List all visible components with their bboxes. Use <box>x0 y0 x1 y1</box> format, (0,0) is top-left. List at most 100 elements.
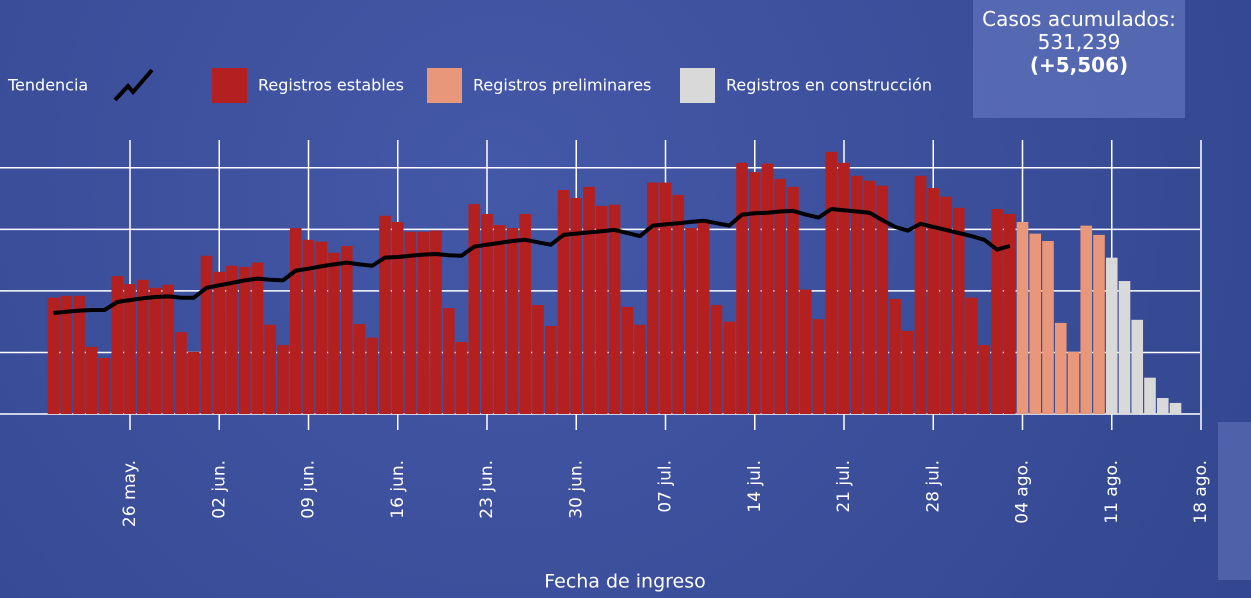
bar <box>876 185 889 414</box>
x-axis-label: Fecha de ingreso <box>544 571 706 593</box>
bar <box>468 204 481 414</box>
bar <box>748 172 761 414</box>
bar <box>940 196 952 414</box>
bar <box>519 213 532 414</box>
bar <box>302 239 315 414</box>
bar <box>200 255 213 414</box>
bar <box>978 345 991 414</box>
bar <box>838 162 850 414</box>
bar <box>697 222 710 414</box>
bar <box>251 262 264 414</box>
bar <box>442 308 455 414</box>
bar <box>672 194 685 414</box>
x-tick-label: 23 jun. <box>477 460 497 519</box>
bar <box>991 209 1003 414</box>
summary-change: (+5,506) <box>1029 53 1129 77</box>
bar <box>417 231 430 414</box>
bar <box>1118 281 1131 414</box>
bar <box>965 297 978 414</box>
x-tick-label: 09 jun. <box>299 460 319 519</box>
bar <box>544 325 557 414</box>
summary-box: Casos acumulados: 531,239 (+5,506) <box>973 0 1185 118</box>
bar <box>1042 241 1054 414</box>
bar <box>175 332 187 414</box>
summary-total: 531,239 <box>1037 30 1121 54</box>
bar <box>914 175 927 414</box>
bar <box>136 279 149 414</box>
bar <box>493 225 506 414</box>
bar <box>1054 322 1067 414</box>
bar <box>685 228 697 414</box>
bar <box>98 357 111 414</box>
bar <box>340 245 353 414</box>
x-tick-label: 14 jul. <box>745 460 765 513</box>
bar <box>634 324 646 414</box>
legend-label: Tendencia <box>7 76 88 95</box>
bar <box>366 337 379 414</box>
bar <box>481 213 493 414</box>
legend-swatch <box>212 68 247 103</box>
bar <box>774 178 787 414</box>
bar <box>761 163 774 414</box>
bar <box>952 207 965 414</box>
legend-line-icon <box>113 68 154 102</box>
bar <box>289 228 302 414</box>
bar <box>379 215 391 414</box>
bar <box>47 297 60 414</box>
bar <box>889 298 901 414</box>
bar <box>213 271 226 414</box>
x-tick-label: 16 jun. <box>388 460 408 519</box>
bar <box>238 266 251 414</box>
x-tick-label: 02 jun. <box>209 460 229 519</box>
bar <box>812 319 825 414</box>
bar <box>787 186 799 414</box>
bar <box>583 186 595 414</box>
bar <box>162 284 175 414</box>
bar <box>315 241 328 414</box>
bar <box>1169 402 1182 414</box>
bar <box>595 205 608 414</box>
side-panel <box>1218 422 1251 580</box>
bar <box>328 252 340 414</box>
bar <box>927 188 940 414</box>
bar <box>277 345 289 414</box>
bar <box>532 305 544 414</box>
bar <box>124 284 136 414</box>
summary-label: Casos acumulados: <box>982 7 1176 31</box>
legend-swatch <box>680 68 715 103</box>
bar <box>353 324 366 414</box>
bar <box>264 324 277 414</box>
bar <box>608 204 621 414</box>
bar <box>60 295 73 414</box>
bar <box>391 221 404 414</box>
bar <box>646 182 659 414</box>
bar <box>799 289 812 414</box>
bar <box>1156 397 1169 414</box>
bar <box>226 265 238 414</box>
bar <box>850 175 863 414</box>
bar <box>430 230 442 414</box>
x-tick-label: 21 jul. <box>834 460 854 513</box>
x-tick-label: 04 ago. <box>1013 460 1033 524</box>
bar <box>73 295 85 414</box>
bar <box>1093 234 1105 414</box>
bar <box>1029 233 1042 414</box>
bar <box>659 182 672 414</box>
bar <box>455 341 468 414</box>
bar <box>187 351 200 414</box>
x-tick-label: 26 may. <box>120 460 140 527</box>
bar <box>85 346 98 414</box>
x-tick-label: 11 ago. <box>1102 460 1122 524</box>
bar <box>1080 225 1093 414</box>
x-tick-label: 30 jun. <box>566 460 586 519</box>
bar <box>863 180 876 414</box>
legend-label: Registros en construcción <box>726 76 932 95</box>
bar <box>149 287 162 414</box>
legend-label: Registros preliminares <box>473 76 651 95</box>
bar <box>570 197 583 414</box>
bar <box>404 231 417 414</box>
bar <box>1131 319 1144 414</box>
legend-label: Registros estables <box>258 76 404 95</box>
